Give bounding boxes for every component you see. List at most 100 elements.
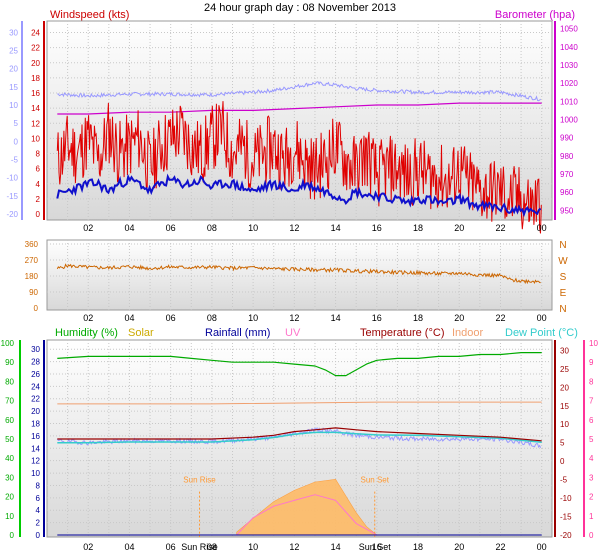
x-tick-label: 08	[207, 313, 217, 323]
humidity-tick-label: 0	[10, 531, 15, 540]
dew-point-line	[57, 431, 542, 444]
rainfall-tick-label: 10	[31, 469, 40, 478]
x-tick-label: 04	[124, 542, 134, 552]
windspeed-tick-label: 20	[31, 59, 40, 68]
x-tick-label: 10	[248, 313, 258, 323]
rainfall-tick-label: 4	[36, 506, 41, 515]
windspeed-tick-label: 12	[31, 119, 40, 128]
rainfall-tick-label: 14	[31, 444, 40, 453]
barometer-tick-label: 1040	[560, 43, 578, 52]
hum-temp-axes: 0102030405060708090100024681012141618202…	[1, 339, 599, 552]
rainfall-tick-label: 28	[31, 358, 40, 367]
x-tick-label: 22	[495, 542, 505, 552]
temperature-tick-label: -5	[11, 155, 19, 164]
humidity-tick-label: 80	[5, 377, 14, 386]
x-tick-label: 18	[413, 313, 423, 323]
humidity-tick-label: 60	[5, 416, 14, 425]
direction-background	[46, 239, 553, 311]
x-tick-label: Sun Rise	[181, 542, 218, 552]
windspeed-tick-label: 18	[31, 74, 40, 83]
barometer-tick-label: 1000	[560, 116, 578, 125]
barometer-axis-label: Barometer (hpa)	[495, 9, 575, 21]
windspeed-tick-label: 8	[36, 150, 41, 159]
indoor-line	[57, 401, 542, 405]
x-tick-label: 12	[289, 542, 299, 552]
rainfall-tick-label: 16	[31, 432, 40, 441]
direction-tick-label: 360	[25, 240, 39, 249]
temperature-tick-label: 20	[9, 65, 18, 74]
temperature-tick-label: -10	[6, 174, 18, 183]
barometer-tick-label: 1020	[560, 79, 578, 88]
rainfall-tick-label: 0	[36, 531, 41, 540]
x-tick-label: 04	[124, 223, 134, 233]
wind-baro-axes: -20-15-10-505101520253002468101214161820…	[6, 21, 578, 233]
x-tick-label: 10	[248, 542, 258, 552]
x-tick-label: 02	[83, 542, 93, 552]
temperature-tick-label: -20	[6, 210, 18, 219]
wind-direction-line	[56, 263, 541, 285]
compass-tick-label: N	[559, 304, 566, 315]
uv-tick-label: 8	[589, 377, 594, 386]
uv-tick-label: 6	[589, 416, 594, 425]
x-tick-label: 20	[454, 542, 464, 552]
x-tick-label: 06	[166, 223, 176, 233]
page-title: 24 hour graph day : 08 November 2013	[204, 2, 396, 14]
sunset-label: Sun Set	[361, 475, 390, 484]
temperature-tick-label: 20	[560, 383, 569, 392]
humidity-tick-label: 100	[1, 339, 15, 348]
rainfall-tick-label: 6	[36, 494, 41, 503]
barometer-tick-label: 960	[560, 188, 574, 197]
rainfall-tick-label: 12	[31, 457, 40, 466]
rainfall-tick-label: 24	[31, 382, 40, 391]
temperature-tick-label: -10	[560, 494, 572, 503]
legend-label: Rainfall (mm)	[205, 327, 270, 339]
compass-tick-label: E	[560, 288, 567, 299]
x-tick-label: 22	[495, 223, 505, 233]
barometer-tick-label: 980	[560, 152, 574, 161]
barometer-tick-label: 950	[560, 206, 574, 215]
temperature-tick-label: 30	[9, 28, 18, 37]
humidity-tick-label: 70	[5, 397, 14, 406]
windspeed-line	[56, 101, 542, 234]
x-tick-label: 06	[166, 542, 176, 552]
temperature-tick-label: 25	[9, 46, 18, 55]
temperature-tick-label: 15	[560, 402, 569, 411]
temperature-tick-label: 0	[560, 457, 565, 466]
compass-tick-label: S	[560, 272, 567, 283]
rainfall-tick-label: 8	[36, 481, 41, 490]
rainfall-tick-label: 20	[31, 407, 40, 416]
x-tick-label: 20	[454, 313, 464, 323]
wind-baro-series	[56, 81, 542, 234]
x-tick-label: 00	[537, 313, 547, 323]
humidity-tick-label: 30	[5, 473, 14, 482]
x-tick-label: 14	[331, 542, 341, 552]
humidity-tick-label: 40	[5, 454, 14, 463]
uv-tick-label: 9	[589, 358, 594, 367]
x-tick-label: 18	[413, 223, 423, 233]
temperature-tick-label: 30	[560, 346, 569, 355]
x-tick-label: 18	[413, 542, 423, 552]
wind-baro-panel: Windspeed (kts) Barometer (hpa) -20 -15 -1…	[6, 9, 578, 234]
direction-tick-label: 270	[25, 256, 39, 265]
legend-label: Humidity (%)	[55, 327, 118, 339]
temperature-tick-label: -5	[560, 476, 568, 485]
x-tick-label: 00	[537, 223, 547, 233]
x-tick-label: 14	[331, 223, 341, 233]
barometer-tick-label: 1050	[560, 25, 578, 34]
uv-tick-label: 2	[589, 493, 594, 502]
x-tick-label: 08	[207, 542, 217, 552]
uv-tick-label: 10	[589, 339, 598, 348]
x-tick-label: 00	[537, 542, 547, 552]
x-tick-label: 16	[372, 313, 382, 323]
windspeed-tick-label: 2	[36, 195, 41, 204]
x-tick-label: 06	[166, 313, 176, 323]
x-tick-label: 12	[289, 223, 299, 233]
temperature-tick-label: 5	[14, 119, 19, 128]
x-tick-label: 04	[124, 313, 134, 323]
compass-tick-label: W	[558, 256, 568, 267]
x-tick-label: 02	[83, 223, 93, 233]
windspeed-tick-label: 16	[31, 89, 40, 98]
hum-temp-legend: Humidity (%) Solar Rainfall (mm) UV Temperat…	[55, 327, 578, 339]
